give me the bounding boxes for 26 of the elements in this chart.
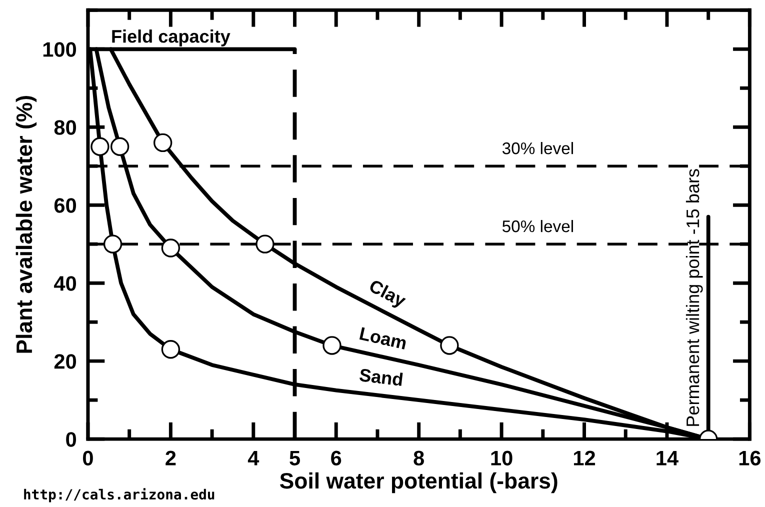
- text: http://cals.arizona.edu: [24, 488, 214, 502]
- x-axis-title: Soil water potential (-bars): [280, 472, 558, 494]
- y-tick-label: 0: [66, 432, 76, 447]
- x-tick-label: 12: [574, 450, 596, 466]
- y-tick-label: 20: [54, 354, 76, 369]
- text: Clay: [366, 278, 408, 311]
- ref-line-label: 30% level: [502, 142, 573, 154]
- text: Sand: [359, 368, 403, 386]
- y-tick-label: 80: [54, 120, 76, 135]
- text: Loam: [359, 327, 407, 350]
- x-tick-label: 5: [290, 450, 300, 466]
- x-tick-label: 4: [248, 450, 260, 466]
- x-tick-label: 2: [166, 450, 176, 466]
- x-tick-label: 6: [331, 450, 342, 466]
- y-tick-label: 100: [43, 42, 76, 57]
- x-tick-label: 14: [656, 450, 678, 466]
- y-tick-label: 60: [54, 198, 76, 213]
- x-tick-label: 16: [739, 450, 761, 466]
- annotation: Field capacity: [112, 30, 230, 46]
- annotation: Permanent wilting point -15 bars: [686, 169, 703, 426]
- ref-line-label: 50% level: [502, 220, 573, 232]
- y-axis-title: Plant available water (%): [16, 96, 37, 353]
- x-tick-label: 0: [83, 450, 93, 466]
- x-tick-label: 8: [414, 450, 424, 466]
- y-tick-label: 40: [54, 276, 76, 291]
- x-tick-label: 10: [491, 450, 512, 466]
